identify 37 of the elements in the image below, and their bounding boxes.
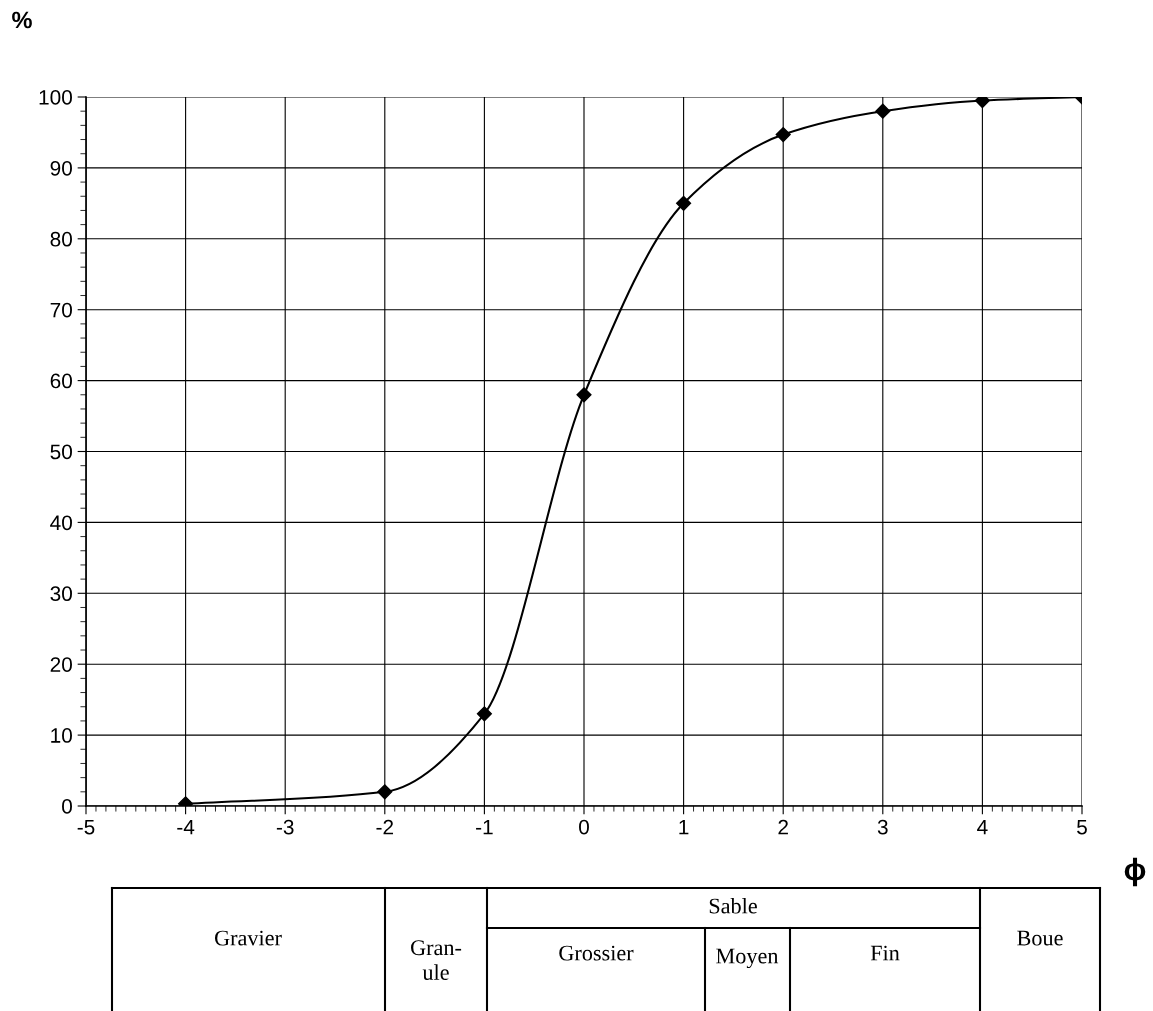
text: Gran- ule	[411, 940, 462, 980]
y-tick-label: 50	[50, 444, 72, 460]
x-tick-label: 1	[679, 819, 689, 835]
x-tick-label: 4	[977, 819, 988, 835]
x-tick-label: 3	[877, 819, 888, 835]
y-tick-label: 10	[51, 728, 72, 743]
point	[576, 387, 592, 403]
y-tick-label: 20	[50, 657, 72, 672]
x-tick-label: -1	[476, 819, 493, 835]
y-tick-label: 80	[50, 231, 72, 247]
x-tick-label: -3	[276, 819, 294, 835]
point	[676, 195, 692, 211]
x-tick-label: 0	[579, 819, 589, 835]
y-tick-label: 30	[50, 586, 72, 602]
point	[875, 103, 891, 119]
text: Moyen	[716, 948, 779, 969]
x-tick-label: -2	[376, 819, 394, 835]
point	[476, 706, 492, 722]
y-tick-label: 0	[62, 799, 72, 814]
text: Fin	[870, 945, 900, 961]
x-tick-label: -5	[77, 819, 95, 835]
y-axis-title: %	[12, 11, 32, 29]
x-tick-label: -4	[177, 819, 195, 835]
y-tick-label: 70	[50, 302, 72, 318]
text: Boue	[1017, 930, 1063, 946]
point	[775, 127, 791, 143]
y-tick-label: 60	[50, 373, 72, 389]
text: Gravier	[214, 930, 282, 946]
x-tick-label: 5	[1077, 819, 1087, 835]
point	[377, 784, 393, 800]
x-axis-title: ϕ	[1124, 857, 1146, 887]
text: Grossier	[559, 945, 634, 961]
y-tick-label: 40	[50, 515, 72, 531]
y-tick-label: 100	[39, 90, 72, 105]
y-tick-label: 90	[50, 160, 72, 176]
text: Sable	[709, 897, 757, 914]
x-tick-label: 2	[778, 819, 788, 835]
